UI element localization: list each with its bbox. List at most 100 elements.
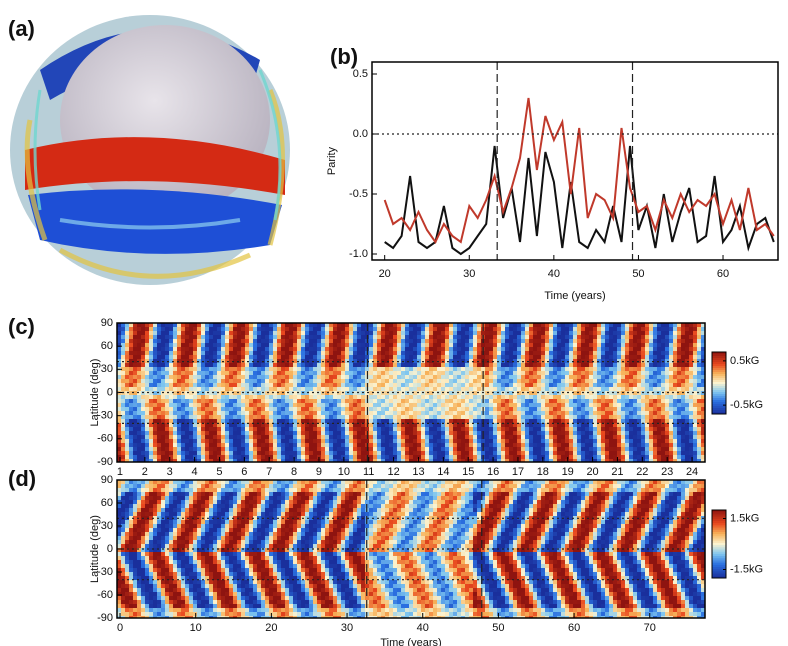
heatmap-cell (265, 355, 269, 359)
heatmap-cell (677, 323, 681, 327)
heatmap-cell (277, 375, 281, 379)
heatmap-cell (505, 403, 509, 407)
heatmap-cell (497, 347, 501, 351)
heatmap-cell (641, 415, 645, 419)
heatmap-cell (541, 367, 545, 371)
heatmap-cell (585, 383, 589, 387)
heatmap-cell (241, 367, 245, 371)
heatmap-cell (573, 423, 577, 427)
heatmap-cell (185, 403, 189, 407)
heatmap-cell (249, 435, 253, 439)
heatmap-cell (233, 371, 237, 375)
heatmap-cell (573, 323, 577, 327)
heatmap-cell (125, 431, 129, 435)
heatmap-cell (377, 455, 381, 459)
heatmap-cell (141, 423, 145, 427)
heatmap-cell (681, 331, 685, 335)
heatmap-cell (677, 451, 681, 455)
heatmap-cell (325, 379, 329, 383)
heatmap-cell (549, 455, 553, 459)
heatmap-cell (289, 411, 293, 415)
heatmap-cell (141, 447, 145, 451)
heatmap-cell (485, 395, 489, 399)
heatmap-cell (613, 327, 617, 331)
heatmap-cell (117, 427, 121, 431)
heatmap-cell (297, 439, 301, 443)
heatmap-cell (693, 443, 697, 447)
heatmap-cell (385, 351, 389, 355)
heatmap-cell (153, 323, 157, 327)
heatmap-cell (177, 323, 181, 327)
heatmap-cell (469, 415, 473, 419)
heatmap-cell (133, 367, 137, 371)
heatmap-cell (197, 415, 201, 419)
heatmap-cell (445, 443, 449, 447)
heatmap-cell (469, 379, 473, 383)
heatmap-cell (137, 411, 141, 415)
heatmap-cell (325, 327, 329, 331)
heatmap-cell (237, 379, 241, 383)
heatmap-cell (609, 387, 613, 391)
heatmap-cell (521, 451, 525, 455)
heatmap-cell (437, 415, 441, 419)
heatmap-cell (585, 379, 589, 383)
heatmap-cell (185, 347, 189, 351)
heatmap-cell (141, 411, 145, 415)
heatmap-cell (449, 371, 453, 375)
heatmap-cell (273, 427, 277, 431)
heatmap-cell (489, 415, 493, 419)
heatmap-cell (189, 451, 193, 455)
heatmap-cell (461, 443, 465, 447)
heatmap-cell (657, 447, 661, 451)
heatmap-cell (297, 419, 301, 423)
heatmap-cell (465, 343, 469, 347)
heatmap-cell (573, 359, 577, 363)
heatmap-cell (401, 439, 405, 443)
heatmap-cell (409, 439, 413, 443)
heatmap-cell (693, 447, 697, 451)
heatmap-cell (349, 323, 353, 327)
heatmap-cell (345, 347, 349, 351)
heatmap-cell (249, 379, 253, 383)
heatmap-cell (529, 447, 533, 451)
heatmap-cell (289, 375, 293, 379)
heatmap-cell (313, 347, 317, 351)
heatmap-cell (293, 415, 297, 419)
heatmap-cell (589, 351, 593, 355)
heatmap-cell (513, 435, 517, 439)
heatmap-cell (257, 439, 261, 443)
heatmap-cell (681, 443, 685, 447)
heatmap-cell (337, 375, 341, 379)
heatmap-cell (513, 419, 517, 423)
heatmap-cell (129, 343, 133, 347)
heatmap-cell (649, 335, 653, 339)
heatmap-cell (369, 419, 373, 423)
heatmap-cell (681, 379, 685, 383)
heatmap-cell (345, 443, 349, 447)
heatmap-cell (333, 391, 337, 395)
heatmap-cell (353, 355, 357, 359)
heatmap-cell (509, 339, 513, 343)
heatmap-cell (413, 447, 417, 451)
heatmap-cell (305, 411, 309, 415)
heatmap-cell (625, 343, 629, 347)
heatmap-cell (677, 355, 681, 359)
heatmap-cell (229, 419, 233, 423)
heatmap-cell (217, 383, 221, 387)
heatmap-cell (685, 435, 689, 439)
heatmap-cell (697, 383, 701, 387)
heatmap-cell (553, 407, 557, 411)
heatmap-cell (425, 375, 429, 379)
heatmap-cell (629, 399, 633, 403)
heatmap-cell (337, 415, 341, 419)
heatmap-cell (561, 435, 565, 439)
heatmap-cell (305, 387, 309, 391)
heatmap-cell (549, 427, 553, 431)
heatmap-cell (369, 343, 373, 347)
heatmap-cell (453, 423, 457, 427)
heatmap-cell (269, 339, 273, 343)
heatmap-cell (505, 327, 509, 331)
heatmap-cell (497, 387, 501, 391)
heatmap-cell (641, 347, 645, 351)
heatmap-cell (165, 439, 169, 443)
